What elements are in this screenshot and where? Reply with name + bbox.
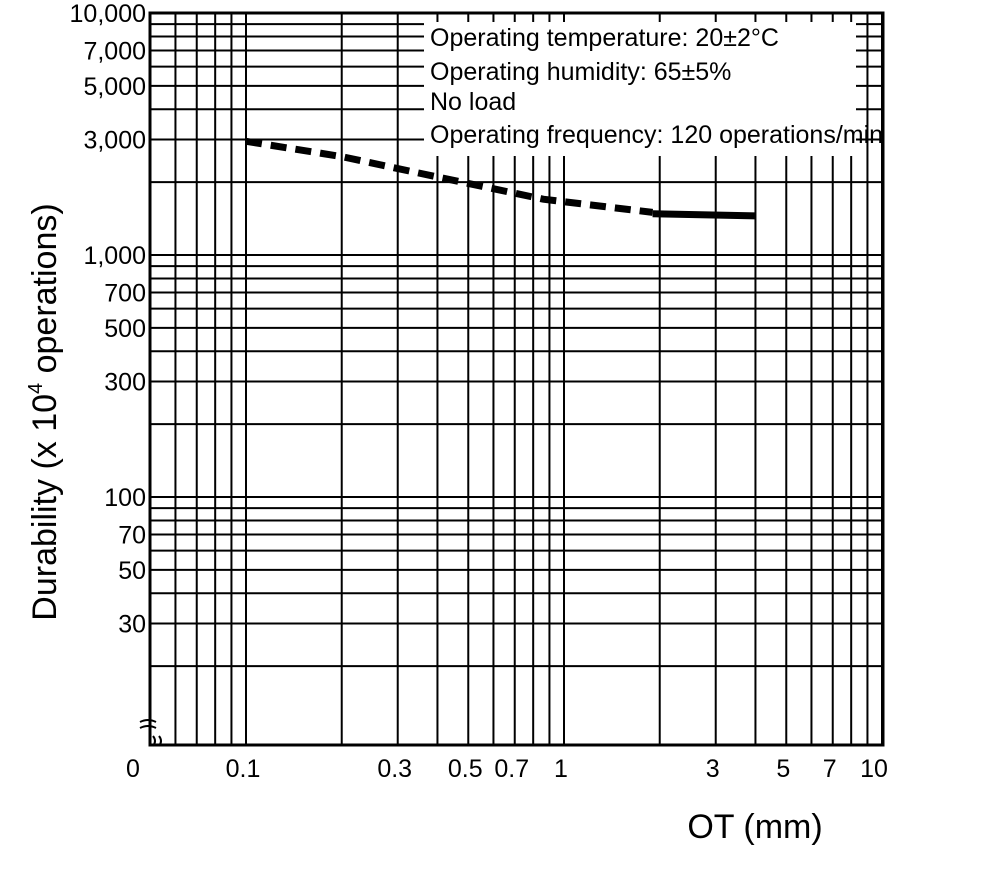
y-tick-labels: 10,000 7,000 5,000 3,000 1,000 700 500 300 100 70… (70, 0, 146, 639)
y-axis-title-end: operations) (26, 203, 64, 383)
series-durability (245, 137, 756, 220)
axis-break-x-icon (152, 735, 162, 747)
y-tick-label: 500 (104, 315, 146, 343)
x-tick-labels: 0 0.1 0.3 0.5 0.7 1 3 5 7 10 (126, 755, 888, 783)
x-tick-label: 0.3 (377, 755, 412, 783)
y-tick-label: 10,000 (70, 0, 146, 28)
series-solid-segment (652, 210, 756, 220)
x-tick-label: 7 (823, 755, 837, 783)
y-tick-label: 300 (104, 369, 146, 397)
y-tick-label: 700 (104, 279, 146, 307)
plot-frame (148, 11, 885, 747)
x-axis-title: OT (mm) (687, 808, 822, 846)
annotation-humidity: Operating humidity: 65±5% (430, 58, 731, 86)
x-tick-label: 10 (860, 755, 888, 783)
y-tick-label: 7,000 (83, 37, 146, 65)
x-tick-label: 5 (776, 755, 790, 783)
y-tick-label: 1,000 (83, 242, 146, 270)
annotation-frequency: Operating frequency: 120 operations/min (430, 121, 883, 149)
series-dashed-segment (245, 137, 654, 216)
axis-break-y-icon (139, 719, 157, 729)
x-tick-label: 0.1 (226, 755, 261, 783)
y-tick-label: 100 (104, 484, 146, 512)
y-tick-label: 70 (118, 521, 146, 549)
x-tick-label: 3 (706, 755, 720, 783)
y-axis-title-sup: 4 (25, 383, 47, 394)
annotations: Operating temperature: 20±2°C Operating … (430, 24, 883, 149)
x-tick-label: 0.5 (448, 755, 483, 783)
x-tick-label: 1 (554, 755, 568, 783)
annotation-temperature: Operating temperature: 20±2°C (430, 24, 779, 52)
annotation-load: No load (430, 88, 516, 116)
y-axis-title-main: Durability (x 10 (26, 394, 64, 621)
annotation-background (424, 22, 856, 156)
y-tick-label: 30 (118, 611, 146, 639)
y-axis-title: Durability (x 104 operations) (25, 203, 64, 620)
plot-border (148, 11, 885, 747)
x-tick-label: 0 (126, 755, 140, 783)
y-tick-label: 5,000 (83, 73, 146, 101)
y-tick-label: 3,000 (83, 127, 146, 155)
y-tick-label: 50 (118, 557, 146, 585)
x-tick-label: 0.7 (494, 755, 529, 783)
